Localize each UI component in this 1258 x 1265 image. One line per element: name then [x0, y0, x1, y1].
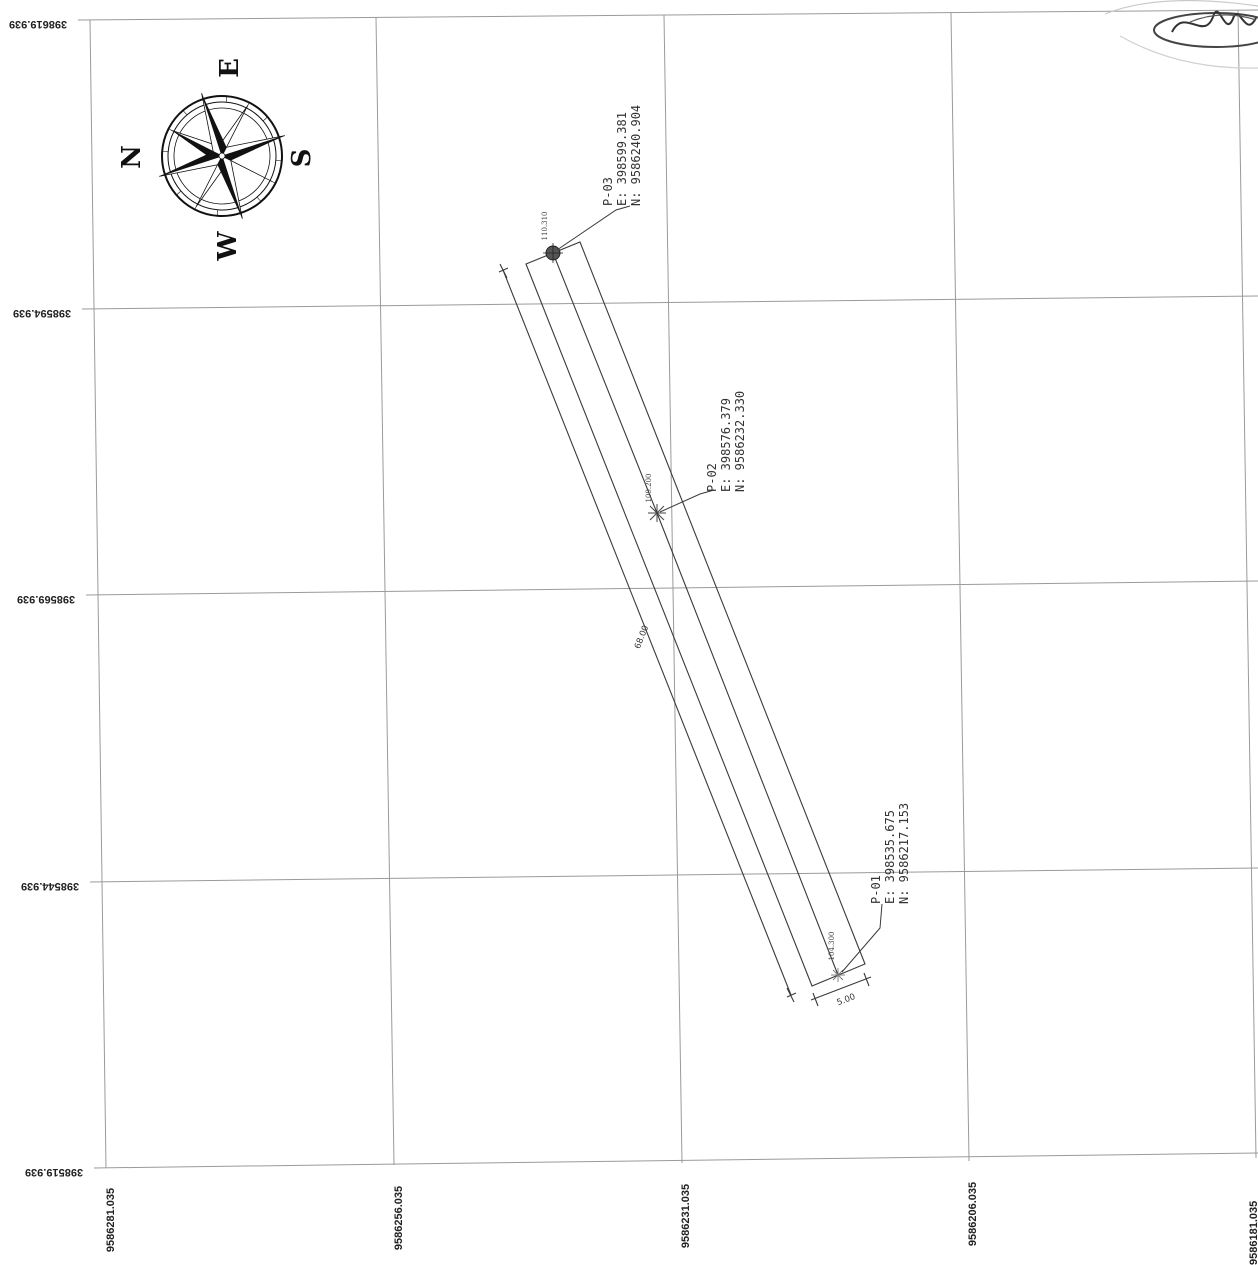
compass-label-east: E	[215, 58, 245, 78]
grid-label-bottom-4: 9586206.035	[967, 1182, 979, 1246]
width-dimension	[810, 972, 872, 1007]
grid-line-v4	[950, 12, 970, 1162]
leader-p01	[841, 903, 883, 973]
point-label-northing-p01: N: 9586217.153	[897, 803, 911, 904]
grid-horizontal-lines	[77, 9, 1258, 1169]
grid-line-h2	[81, 295, 1258, 310]
grid-label-bottom-1: 9586281.035	[105, 1188, 117, 1252]
grid-label-bottom-2: 9586256.035	[393, 1186, 405, 1250]
signature-stamp-icon	[1104, 0, 1258, 69]
grid-vertical-lines	[89, 9, 1257, 1169]
grid-label-left-5: 398519.939	[25, 1166, 83, 1178]
compass-rose-icon	[159, 93, 285, 219]
point-label-easting-p03: E: 398599.381	[615, 112, 629, 206]
point-label-northing-p02: N: 9586232.330	[733, 391, 747, 492]
grid-line-h1	[77, 9, 1258, 21]
grid-label-left-3: 398569.939	[17, 593, 75, 605]
survey-point-p02: 109.200 P-02 E: 398576.379 N: 9586232.33…	[645, 391, 747, 522]
left-grid-labels: 398619.939 398594.939 398569.939 398544.…	[9, 18, 83, 1178]
grid-label-left-1: 398619.939	[9, 18, 67, 30]
point-label-easting-p02: E: 398576.379	[719, 398, 733, 492]
point-label-id-p02: P-02	[705, 463, 719, 492]
survey-point-icon	[543, 243, 563, 263]
width-dimension-label: 5.00	[836, 992, 857, 1008]
compass-label-north: N	[117, 145, 147, 169]
grid-label-bottom-3: 9586231.035	[680, 1184, 692, 1248]
strip-boundary	[525, 241, 866, 987]
survey-point-p01: 104.300 P-01 E: 398535.675 N: 9586217.15…	[828, 803, 911, 982]
point-elevation-p03: 110.310	[541, 212, 549, 241]
grid-line-h5	[93, 1152, 1258, 1169]
survey-point-p03: 110.310 P-03 E: 398599.381 N: 9586240.90…	[541, 105, 643, 263]
point-elevation-p01: 104.300	[828, 932, 836, 961]
leader-p02	[659, 489, 715, 513]
grid-label-left-4: 398544.939	[21, 880, 79, 892]
point-label-northing-p03: N: 9586240.904	[629, 105, 643, 206]
point-label-easting-p01: E: 398535.675	[883, 810, 897, 904]
grid-line-h4	[89, 867, 1258, 883]
grid-line-v3	[663, 14, 683, 1164]
survey-point-icon	[648, 504, 666, 522]
strip-centerline	[552, 252, 839, 976]
grid-label-left-2: 398594.939	[13, 307, 71, 319]
point-label-id-p03: P-03	[601, 177, 615, 206]
grid-line-v1	[89, 19, 107, 1169]
point-label-id-p01: P-01	[869, 875, 883, 904]
survey-point-icon	[831, 968, 845, 982]
length-dimension	[498, 263, 797, 1003]
compass-label-west: W	[213, 231, 243, 262]
grid-line-h3	[85, 580, 1258, 596]
bottom-grid-labels: 9586281.035 9586256.035 9586231.035 9586…	[105, 1182, 1258, 1265]
point-elevation-p02: 109.200	[645, 474, 653, 503]
leader-p03	[556, 205, 631, 251]
compass-label-south: S	[287, 149, 317, 168]
grid-label-bottom-5: 9586181.035	[1248, 1201, 1258, 1265]
compass-cardinal-points	[159, 93, 285, 219]
grid-line-v5	[1237, 9, 1257, 1159]
